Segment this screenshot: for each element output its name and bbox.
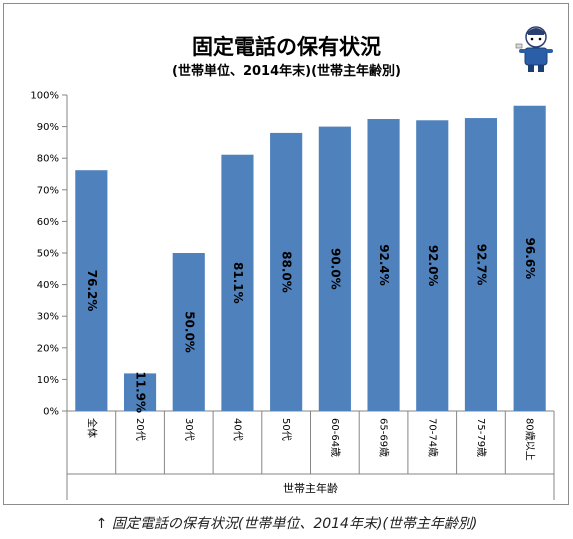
y-tick-label: 50% [37,249,59,260]
y-tick-label: 30% [37,312,59,323]
bar [75,170,108,411]
bar [318,126,351,411]
x-tick-label: 75-79歳 [475,418,487,457]
chart-title: 固定電話の保有状況 [192,35,381,59]
chart-labels: 76.2% 全体 11.9% 20代 50.0% 30代 81.1% 40代 88.0% 50代 9… [85,238,537,461]
y-tick-label: 10% [37,375,59,386]
x-tick-label: 50代 [280,418,292,441]
bar-data-label: 88.0% [280,251,294,293]
bar-data-label: 92.0% [426,245,440,287]
x-tick-label: 40代 [231,418,243,441]
x-tick-label: 全体 [85,418,98,438]
bar-data-label: 11.9% [134,371,148,413]
bar-data-label: 81.1% [231,262,245,304]
bar-data-label: 50.0% [182,311,196,353]
bar [367,119,400,412]
y-tick-label: 20% [37,343,59,354]
chart-bars [75,105,546,412]
y-tick-label: 70% [37,185,59,196]
x-tick-label: 80歳以上 [524,418,536,461]
bar [270,132,303,412]
x-tick-label: 30代 [183,418,195,441]
y-tick-label: 40% [37,280,59,291]
y-tick-label: 0% [43,407,59,418]
x-tick-label: 65-69歳 [378,418,390,457]
bar-data-label: 92.4% [377,244,391,286]
bar [416,120,449,411]
figure-caption: ↑ 固定電話の保有状況(世帯単位、2014年末)(世帯主年齢別) [95,516,478,532]
bar [221,154,254,411]
bar-data-label: 90.0% [328,248,342,290]
x-tick-label: 70-74歳 [426,418,438,457]
bar-data-label: 96.6% [523,238,537,280]
bar [123,373,157,411]
y-tick-label: 60% [37,217,59,228]
x-tick-label: 60-64歳 [329,418,341,457]
bar [172,253,205,411]
chart-subtitle: (世帯単位、2014年末)(世帯主年齢別) [172,64,401,79]
bar-data-label: 76.2% [85,270,99,312]
x-axis-title: 世帯主年齢 [283,481,338,495]
bar [513,105,546,411]
bar [464,118,498,412]
y-tick-label: 90% [37,122,59,133]
bar-data-label: 92.7% [474,244,488,286]
y-tick-label: 80% [37,154,59,165]
x-tick-label: 20代 [134,418,146,441]
mascot-icon [515,26,553,72]
y-tick-label: 100% [30,91,59,102]
